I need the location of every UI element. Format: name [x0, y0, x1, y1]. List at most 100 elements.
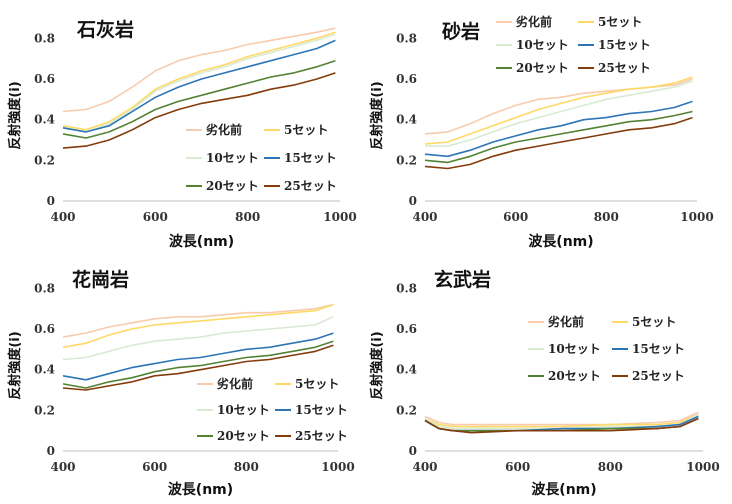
legend-label: 20セット — [548, 369, 601, 383]
x-axis-label: 波長(nm) — [169, 233, 234, 250]
series-line-2 — [62, 303, 334, 349]
y-tick-label: 0.8 — [34, 31, 55, 45]
y-tick-label: 0.6 — [34, 322, 55, 336]
legend-label: 10セット — [217, 403, 270, 417]
y-tick-label: 0 — [409, 194, 417, 208]
series-line-2 — [62, 31, 336, 131]
x-tick-label: 1000 — [686, 460, 719, 474]
x-tick-label: 800 — [235, 210, 260, 224]
series-line-1 — [62, 27, 336, 113]
x-tick-label: 800 — [598, 460, 623, 474]
x-tick-label: 1000 — [321, 460, 354, 474]
y-tick-label: 0.8 — [396, 31, 417, 45]
legend-label: 15セット — [284, 151, 337, 165]
y-tick-label: 0.8 — [34, 281, 55, 295]
series-line-4 — [62, 39, 336, 133]
legend-label: 15セット — [598, 38, 651, 52]
x-tick-label: 600 — [503, 210, 528, 224]
legend-label: 20セット — [206, 179, 259, 193]
series-line-4 — [62, 332, 334, 381]
series-line-1 — [62, 303, 334, 338]
y-tick-label: 0.4 — [34, 113, 55, 127]
legend-label: 25セット — [598, 61, 651, 75]
chart-panel-2: 砂岩 0 0.2 0.4 0.6 0.8 400 600 800 1000 波長(nm) 反射強度(i… — [369, 14, 714, 250]
y-tick-label: 0.6 — [396, 322, 417, 336]
y-tick-label: 0 — [47, 444, 55, 458]
x-tick-label: 800 — [234, 460, 259, 474]
legend: 劣化前 5セット 10セット 15セット 20セット 25セット — [496, 14, 651, 75]
x-axis-label: 波長(nm) — [531, 481, 596, 498]
series-line-6 — [424, 417, 699, 434]
y-tick-label: 0.2 — [396, 403, 417, 417]
x-axis-label: 波長(nm) — [528, 233, 593, 250]
series-line-3 — [62, 33, 336, 133]
legend: 劣化前 5セット 10セット 15セット 20セット 25セット — [197, 376, 348, 443]
legend-label: 15セット — [295, 403, 348, 417]
chart-title: 花崗岩 — [72, 268, 129, 291]
series-line-3 — [62, 316, 334, 361]
legend-label: 5セット — [295, 377, 339, 391]
chart-panel-4: 玄武岩 0 0.2 0.4 0.6 0.8 400 600 800 1000 波長(nm) 反射強度(… — [369, 268, 720, 498]
series-line-1 — [424, 411, 699, 426]
legend-label: 10セット — [548, 342, 601, 356]
chart-title: 砂岩 — [442, 20, 480, 43]
legend-label: 5セット — [632, 315, 676, 329]
x-tick-label: 1000 — [680, 210, 713, 224]
x-tick-label: 400 — [412, 460, 437, 474]
legend-label: 15セット — [632, 342, 685, 356]
y-tick-label: 0.8 — [396, 281, 417, 295]
series-line-3 — [425, 80, 693, 147]
series-line-4 — [424, 100, 693, 158]
x-tick-label: 400 — [412, 210, 437, 224]
y-axis-label: 反射強度(i) — [369, 331, 385, 399]
y-axis-label: 反射強度(i) — [369, 81, 385, 149]
chart-panel-3: 花崗岩 0 0.2 0.4 0.6 0.8 400 600 800 1000 波長(nm) 反射強度(… — [7, 268, 355, 498]
legend-label: 劣化前 — [548, 314, 584, 329]
x-tick-label: 600 — [143, 210, 168, 224]
legend-label: 5セット — [284, 123, 328, 137]
chart-title: 石灰岩 — [76, 18, 134, 41]
y-tick-label: 0.6 — [34, 72, 55, 86]
y-tick-label: 0.2 — [34, 153, 55, 167]
x-tick-label: 800 — [594, 210, 619, 224]
chart-title: 玄武岩 — [434, 268, 491, 291]
series-line-5 — [62, 340, 334, 389]
legend-label: 25セット — [295, 429, 348, 443]
y-tick-label: 0.6 — [396, 72, 417, 86]
legend-label: 劣化前 — [206, 122, 242, 137]
series-line-6 — [62, 344, 334, 391]
legend-label: 25セット — [632, 369, 685, 383]
y-tick-label: 0.4 — [396, 113, 417, 127]
y-tick-label: 0.2 — [396, 153, 417, 167]
chart-panel-1: 石灰岩 0 0.2 0.4 0.6 0.8 400 600 800 1000 波長(nm) 反射強度(… — [7, 18, 357, 250]
y-tick-label: 0.4 — [396, 363, 417, 377]
legend-label: 5セット — [598, 15, 642, 29]
legend-label: 20セット — [217, 429, 270, 443]
legend-label: 劣化前 — [516, 14, 552, 29]
legend: 劣化前 5セット 10セット 15セット 20セット 25セット — [186, 122, 337, 193]
series-line-6 — [424, 116, 693, 170]
y-tick-label: 0.2 — [34, 403, 55, 417]
y-tick-label: 0.4 — [34, 363, 55, 377]
legend-label: 25セット — [284, 179, 337, 193]
y-tick-label: 0 — [47, 194, 55, 208]
series-line-5 — [62, 59, 336, 139]
legend-label: 20セット — [516, 61, 569, 75]
legend-label: 劣化前 — [217, 376, 253, 391]
x-tick-label: 400 — [50, 460, 75, 474]
legend-label: 10セット — [206, 151, 259, 165]
y-axis-label: 反射強度(i) — [7, 331, 23, 399]
y-axis-label: 反射強度(i) — [7, 81, 23, 149]
x-axis-label: 波長(nm) — [168, 481, 233, 498]
x-tick-label: 1000 — [323, 210, 356, 224]
x-tick-label: 600 — [142, 460, 167, 474]
legend-label: 10セット — [516, 38, 569, 52]
legend: 劣化前 5セット 10セット 15セット 20セット 25セット — [528, 314, 685, 383]
series-line-2 — [424, 413, 699, 428]
x-tick-label: 400 — [50, 210, 75, 224]
series-line-6 — [62, 72, 336, 149]
series-line-5 — [424, 110, 693, 164]
x-tick-label: 600 — [505, 460, 530, 474]
